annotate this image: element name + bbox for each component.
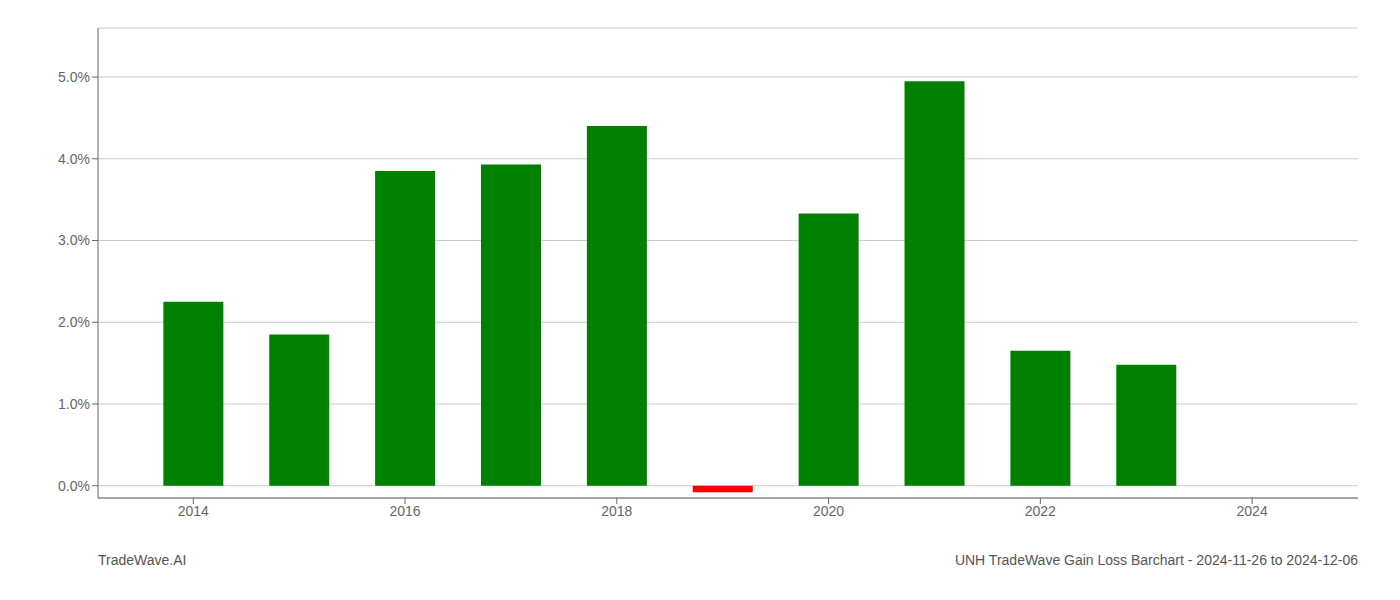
- svg-text:2020: 2020: [813, 503, 844, 519]
- svg-text:1.0%: 1.0%: [58, 396, 90, 412]
- svg-text:2016: 2016: [389, 503, 420, 519]
- svg-text:0.0%: 0.0%: [58, 478, 90, 494]
- svg-text:2014: 2014: [178, 503, 209, 519]
- html-text:UNH TradeWave Gain Loss Barcha: UNH TradeWave Gain Loss Barchart - 2024-…: [954, 552, 1358, 568]
- svg-text:2.0%: 2.0%: [58, 314, 90, 330]
- svg-text:2018: 2018: [601, 503, 632, 519]
- svg-text:3.0%: 3.0%: [58, 232, 90, 248]
- html-text:TradeWave.AI: TradeWave.AI: [98, 552, 187, 568]
- svg-text:2024: 2024: [1237, 503, 1268, 519]
- svg-text:4.0%: 4.0%: [58, 151, 90, 167]
- svg-text:2022: 2022: [1025, 503, 1056, 519]
- svg-text:5.0%: 5.0%: [58, 69, 90, 85]
